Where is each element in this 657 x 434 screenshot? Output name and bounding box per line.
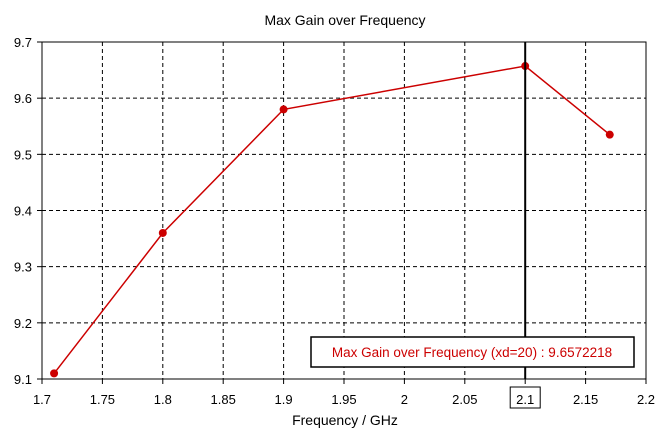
y-tick-label: 9.4 (14, 204, 32, 219)
data-point (605, 130, 614, 139)
plot-frame (41, 41, 647, 380)
marker-x-label-box (509, 386, 541, 409)
x-tick-label: 1.7 (33, 392, 51, 407)
grid (42, 42, 646, 379)
data-point (158, 228, 167, 237)
series-line (53, 65, 611, 374)
x-tick-label: 1.95 (331, 392, 356, 407)
data-point (279, 105, 288, 114)
x-tick-label: 2.2 (637, 392, 655, 407)
y-tick-label: 9.5 (14, 147, 32, 162)
y-tick-label: 9.7 (14, 35, 32, 50)
x-axis-label: Frequency / GHz (292, 412, 398, 428)
x-tick-label: 2 (401, 392, 408, 407)
y-tick-label: 9.3 (14, 260, 32, 275)
x-tick-label: 1.75 (90, 392, 115, 407)
axes: 1.7 1.75 1.8 1.85 1.9 1.95 2 2.05 2.1 2.15 2.2 9.1 9… (14, 35, 655, 407)
y-tick-label: 9.1 (14, 372, 32, 387)
marker-readout-box (310, 336, 635, 368)
x-tick-label: 2.05 (452, 392, 477, 407)
marker: 2.1 Max Gain over Frequency (xd=20) : 9.6… (310, 42, 635, 409)
x-tick-label: 2.15 (573, 392, 598, 407)
marker-x-label: 2.1 (516, 392, 534, 407)
x-tick-label: 1.8 (154, 392, 172, 407)
y-tick-label: 9.2 (14, 316, 32, 331)
y-tick-label: 9.6 (14, 91, 32, 106)
x-tick-label: 1.85 (211, 392, 236, 407)
data-series (50, 62, 614, 378)
marker-readout: Max Gain over Frequency (xd=20) : 9.6572… (332, 345, 612, 360)
chart-title: Max Gain over Frequency (264, 12, 425, 28)
x-tick-label: 1.9 (275, 392, 293, 407)
data-point (50, 369, 59, 378)
